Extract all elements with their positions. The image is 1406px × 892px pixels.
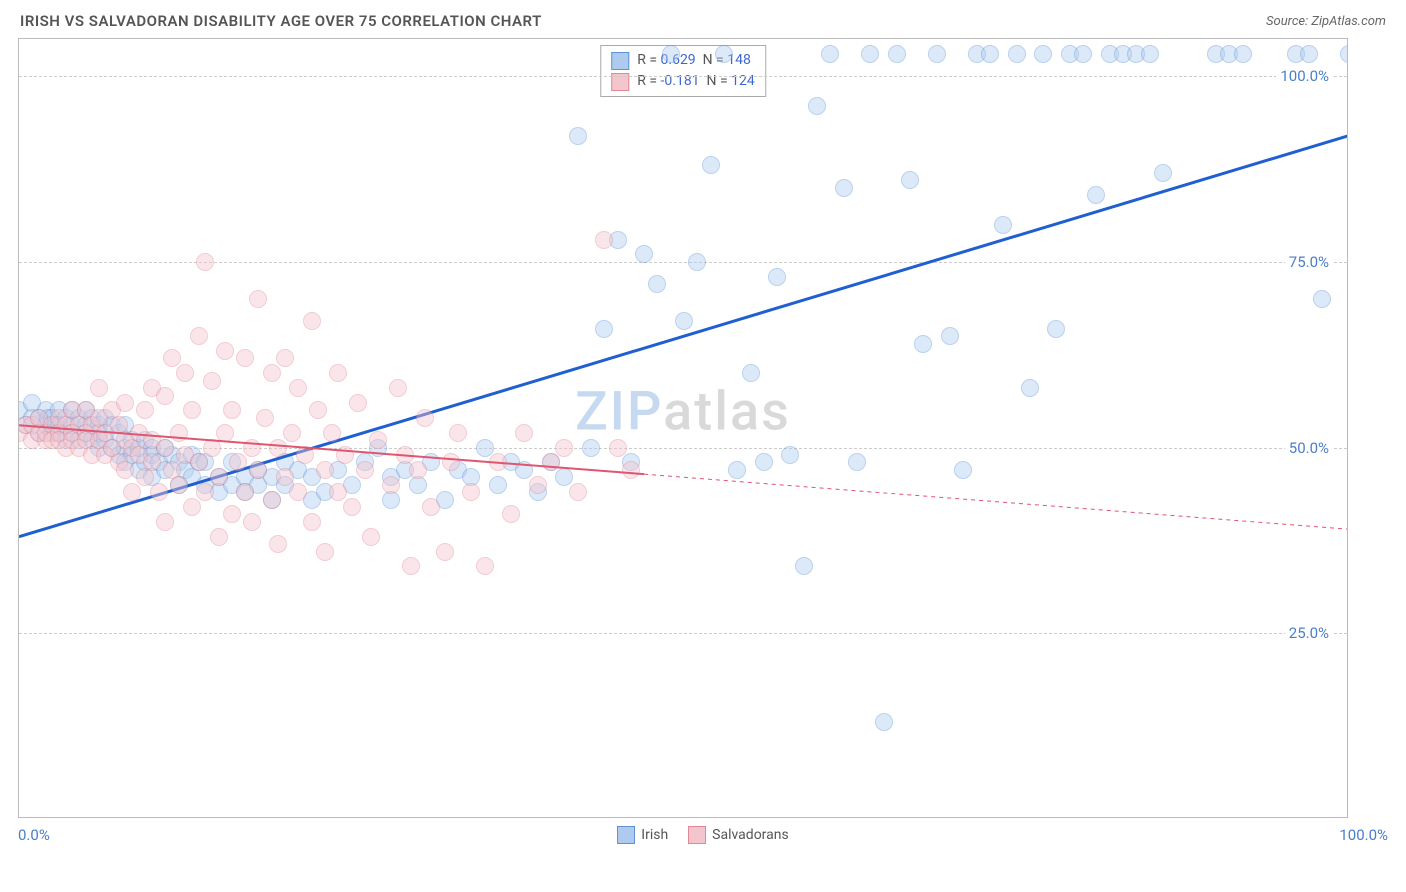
legend-swatch: [688, 826, 706, 844]
x-tick: [551, 817, 552, 818]
x-tick: [684, 817, 685, 818]
x-axis-labels: 0.0% Irish Salvadorans 100.0%: [18, 824, 1388, 850]
legend-item: Irish: [617, 826, 668, 844]
x-tick: [19, 817, 20, 818]
legend-swatch: [617, 826, 635, 844]
plot-area: ZIPatlas R = 0.629 N = 148R = -0.181 N =…: [18, 38, 1348, 818]
legend-label: Irish: [641, 827, 668, 843]
x-tick: [817, 817, 818, 818]
x-tick: [152, 817, 153, 818]
legend: Irish Salvadorans: [18, 824, 1388, 848]
x-axis-min-label: 0.0%: [18, 826, 50, 844]
x-tick: [950, 817, 951, 818]
source-label: Source: ZipAtlas.com: [1266, 14, 1386, 29]
x-tick: [285, 817, 286, 818]
x-axis-max-label: 100.0%: [1339, 826, 1388, 844]
x-tick: [1216, 817, 1217, 818]
x-tick: [1083, 817, 1084, 818]
legend-item: Salvadorans: [688, 826, 789, 844]
chart-title: IRISH VS SALVADORAN DISABILITY AGE OVER …: [20, 12, 542, 30]
x-tick: [418, 817, 419, 818]
trend-line: [19, 39, 1348, 818]
legend-label: Salvadorans: [712, 827, 789, 843]
chart-container: Disability Age Over 75 ZIPatlas R = 0.62…: [18, 38, 1388, 850]
